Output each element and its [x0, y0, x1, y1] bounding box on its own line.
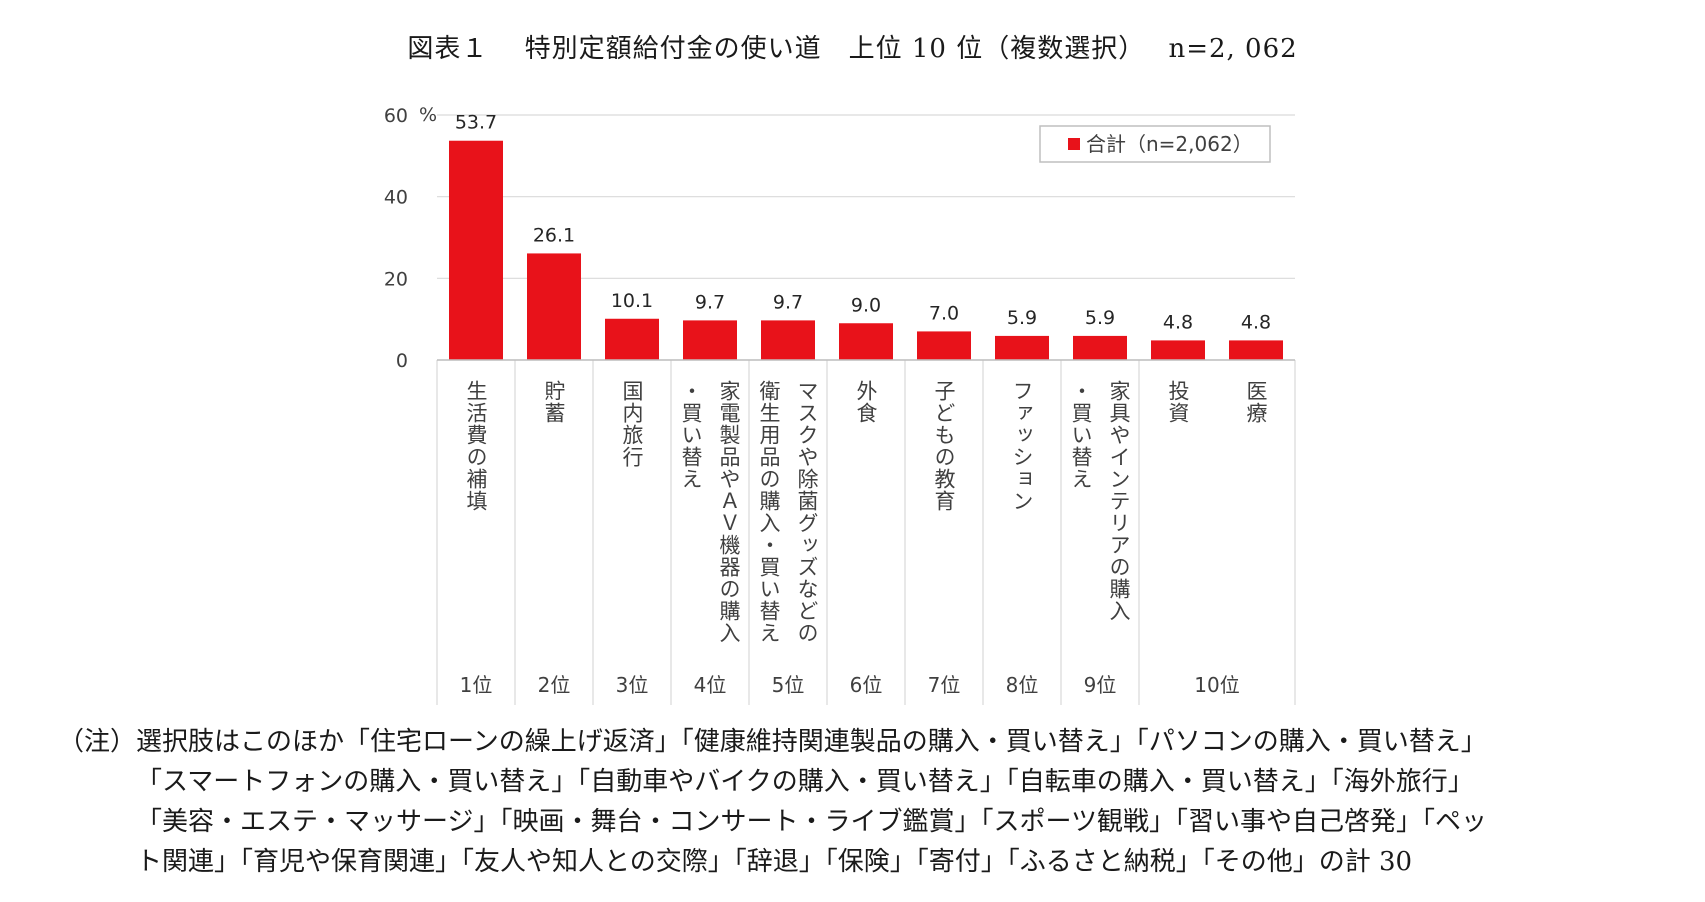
footnote-line-4: ト関連」「育児や保育関連」「友人や知人との交際」「辞退」「保険」「寄付」「ふるさ… [136, 847, 1413, 877]
category-label-11-line-1: 医療 [1244, 380, 1268, 424]
data-label-6: 9.0 [851, 294, 881, 316]
category-label-7-line-1: 子どもの教育 [932, 380, 956, 512]
category-label-5-line-2: 衛生用品の購入・買い替え [757, 380, 781, 644]
bar-8 [995, 335, 1049, 360]
y-tick-label-60: 60 [384, 105, 408, 127]
y-tick-label-40: 40 [384, 187, 408, 209]
category-label-3-line-1: 国内旅行 [620, 380, 644, 468]
data-label-9: 5.9 [1085, 307, 1115, 329]
bars: 53.7 26.1 10.1 9.7 9.7 9.0 7.0 5.9 5.9 4.8 4.8 [449, 112, 1283, 360]
y-unit-label: % [419, 104, 437, 126]
data-label-2: 26.1 [533, 224, 575, 246]
category-label-10-line-1: 投資 [1166, 380, 1190, 424]
legend: 合計（n=2,062） [1039, 125, 1271, 163]
footnote-line-2: 「スマートフォンの購入・買い替え」「自動車やバイクの購入・買い替え」「自転車の購… [136, 767, 1474, 797]
rank-label-1: 1位 [460, 673, 493, 697]
bar-6 [839, 323, 893, 360]
legend-swatch [1068, 138, 1080, 150]
rank-label-10: 10位 [1194, 673, 1239, 697]
rank-label-4: 4位 [694, 673, 727, 697]
data-label-5: 9.7 [773, 291, 803, 313]
category-label-5-line-1: マスクや除菌グッズなどの [795, 380, 819, 644]
rank-label-3: 3位 [616, 673, 649, 697]
rank-label-8: 8位 [1006, 673, 1039, 697]
data-label-11: 4.8 [1241, 311, 1271, 333]
category-label-9-line-2: ・買い替え [1069, 380, 1093, 490]
bar-2 [527, 253, 581, 360]
footnote-line-1: （注）選択肢はこのほか「住宅ローンの繰上げ返済」「健康維持関連製品の購入・買い替… [58, 727, 1487, 757]
data-label-8: 5.9 [1007, 307, 1037, 329]
category-label-4-line-1: 家電製品やＡＶ機器の購入 [717, 380, 741, 644]
bar-9 [1073, 335, 1127, 360]
category-label-1-line-1: 生活費の補填 [464, 380, 488, 512]
y-tick-label-0: 0 [396, 350, 408, 372]
category-label-2-line-1: 貯蓄 [542, 380, 566, 424]
figure-title: 図表１ 特別定額給付金の使い道 上位 10 位（複数選択） n=2, 062 [407, 34, 1298, 64]
data-label-10: 4.8 [1163, 311, 1193, 333]
bar-3 [605, 318, 659, 360]
data-label-1: 53.7 [455, 112, 497, 134]
bar-10 [1151, 340, 1205, 360]
bar-7 [917, 331, 971, 360]
category-label-4-line-2: ・買い替え [679, 380, 703, 490]
category-label-9-line-1: 家具やインテリアの購入 [1107, 380, 1131, 622]
bar-5 [761, 320, 815, 360]
category-label-6-line-1: 外食 [854, 380, 878, 424]
data-label-3: 10.1 [611, 290, 653, 312]
bar-4 [683, 320, 737, 360]
bar-1 [449, 140, 503, 360]
data-label-7: 7.0 [929, 302, 959, 324]
legend-label: 合計（n=2,062） [1086, 132, 1253, 156]
rank-label-7: 7位 [928, 673, 961, 697]
rank-label-9: 9位 [1084, 673, 1117, 697]
rank-label-5: 5位 [772, 673, 805, 697]
bar-chart: 53.7 26.1 10.1 9.7 9.7 9.0 7.0 5.9 5.9 4.8 4.8 0 20… [384, 104, 1296, 705]
rank-label-2: 2位 [538, 673, 571, 697]
bar-11 [1229, 340, 1283, 360]
category-label-8-line-1: ファッション [1010, 380, 1034, 512]
rank-label-6: 6位 [850, 673, 883, 697]
footnote: （注）選択肢はこのほか「住宅ローンの繰上げ返済」「健康維持関連製品の購入・買い替… [58, 722, 1658, 882]
y-tick-label-20: 20 [384, 268, 408, 290]
footnote-line-3: 「美容・エステ・マッサージ」「映画・舞台・コンサート・ライブ鑑賞」「スポーツ観戦… [136, 807, 1487, 837]
data-label-4: 9.7 [695, 291, 725, 313]
